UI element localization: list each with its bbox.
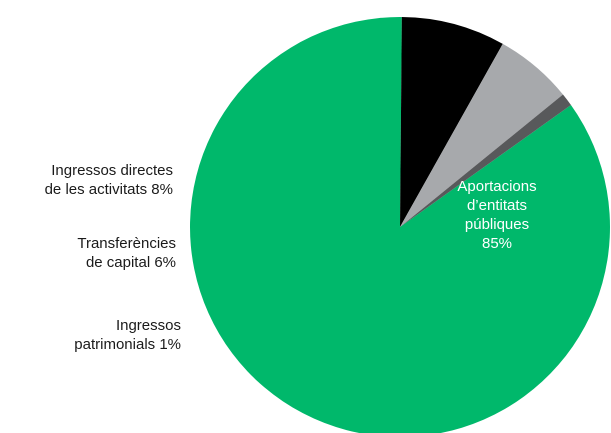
label-aportacions-line: públiques (465, 216, 529, 233)
label-aportacions: Aportacions d’entitats públiques 85% (457, 178, 536, 252)
label-transferencies-line: de capital 6% (86, 254, 176, 271)
slice-aportacions (190, 17, 610, 433)
slice-ingressos-patrimonials (400, 94, 571, 227)
pie-slices (190, 17, 610, 433)
label-aportacions-line: Aportacions (457, 178, 536, 195)
label-ingressos-directes-line: de les activitats 8% (45, 181, 173, 198)
slice-ingressos-directes (400, 17, 503, 228)
label-ingressos-directes: Ingressos directes de les activitats 8% (45, 162, 173, 198)
label-aportacions-line: 85% (482, 235, 512, 252)
label-ingressos-directes-line: Ingressos directes (51, 162, 173, 179)
label-transferencies: Transferències de capital 6% (77, 235, 176, 271)
label-ingressos-patrimonials: Ingressos patrimonials 1% (74, 317, 181, 353)
label-ingressos-patrimonials-line: patrimonials 1% (74, 336, 181, 353)
label-transferencies-line: Transferències (77, 235, 176, 252)
slice-transferencies (400, 43, 563, 228)
label-aportacions-line: d’entitats (467, 197, 527, 214)
pie-labels: Aportacions d’entitats públiques 85% Ingress… (45, 162, 537, 353)
label-ingressos-patrimonials-line: Ingressos (116, 317, 181, 334)
